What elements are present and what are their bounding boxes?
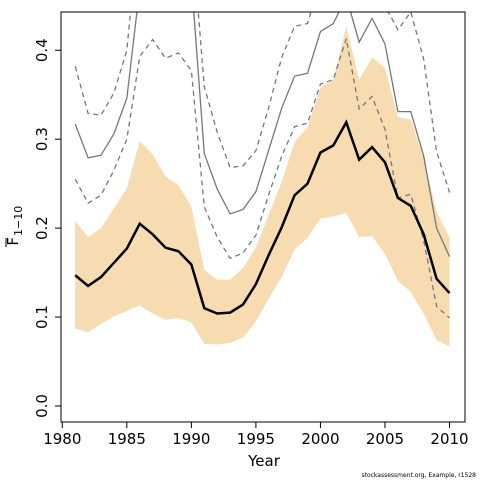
plot-frame: [60, 11, 466, 423]
plot-area: [74, 12, 451, 347]
x-tick-label: 2010: [430, 430, 468, 448]
series-line: [74, 119, 451, 315]
y-tick-label: 0.2: [33, 216, 51, 240]
y-tick-label: 0.3: [33, 127, 51, 151]
x-tick-label: 2000: [301, 430, 339, 448]
x-tick-label: 2005: [366, 430, 404, 448]
series-line: [74, 12, 451, 257]
x-tick-label: 1980: [43, 430, 81, 448]
y-axis-label: F 1−10: [4, 206, 25, 247]
x-tick-label: 1985: [108, 430, 146, 448]
y-tick-label: 0.0: [33, 394, 51, 418]
x-axis-label: Year: [247, 452, 281, 470]
footnote: stockassessment.org, Example, r1528: [361, 472, 476, 479]
y-tick-label: 0.4: [33, 38, 51, 62]
y-axis-label-main: F: [4, 237, 22, 246]
y-tick-label: 0.1: [33, 305, 51, 329]
confidence-band: [75, 26, 450, 347]
x-tick-label: 1995: [237, 430, 275, 448]
x-tick-label: 1990: [172, 430, 210, 448]
series-line: [74, 38, 450, 319]
y-axis-label-subscript: 1−10: [12, 206, 25, 236]
